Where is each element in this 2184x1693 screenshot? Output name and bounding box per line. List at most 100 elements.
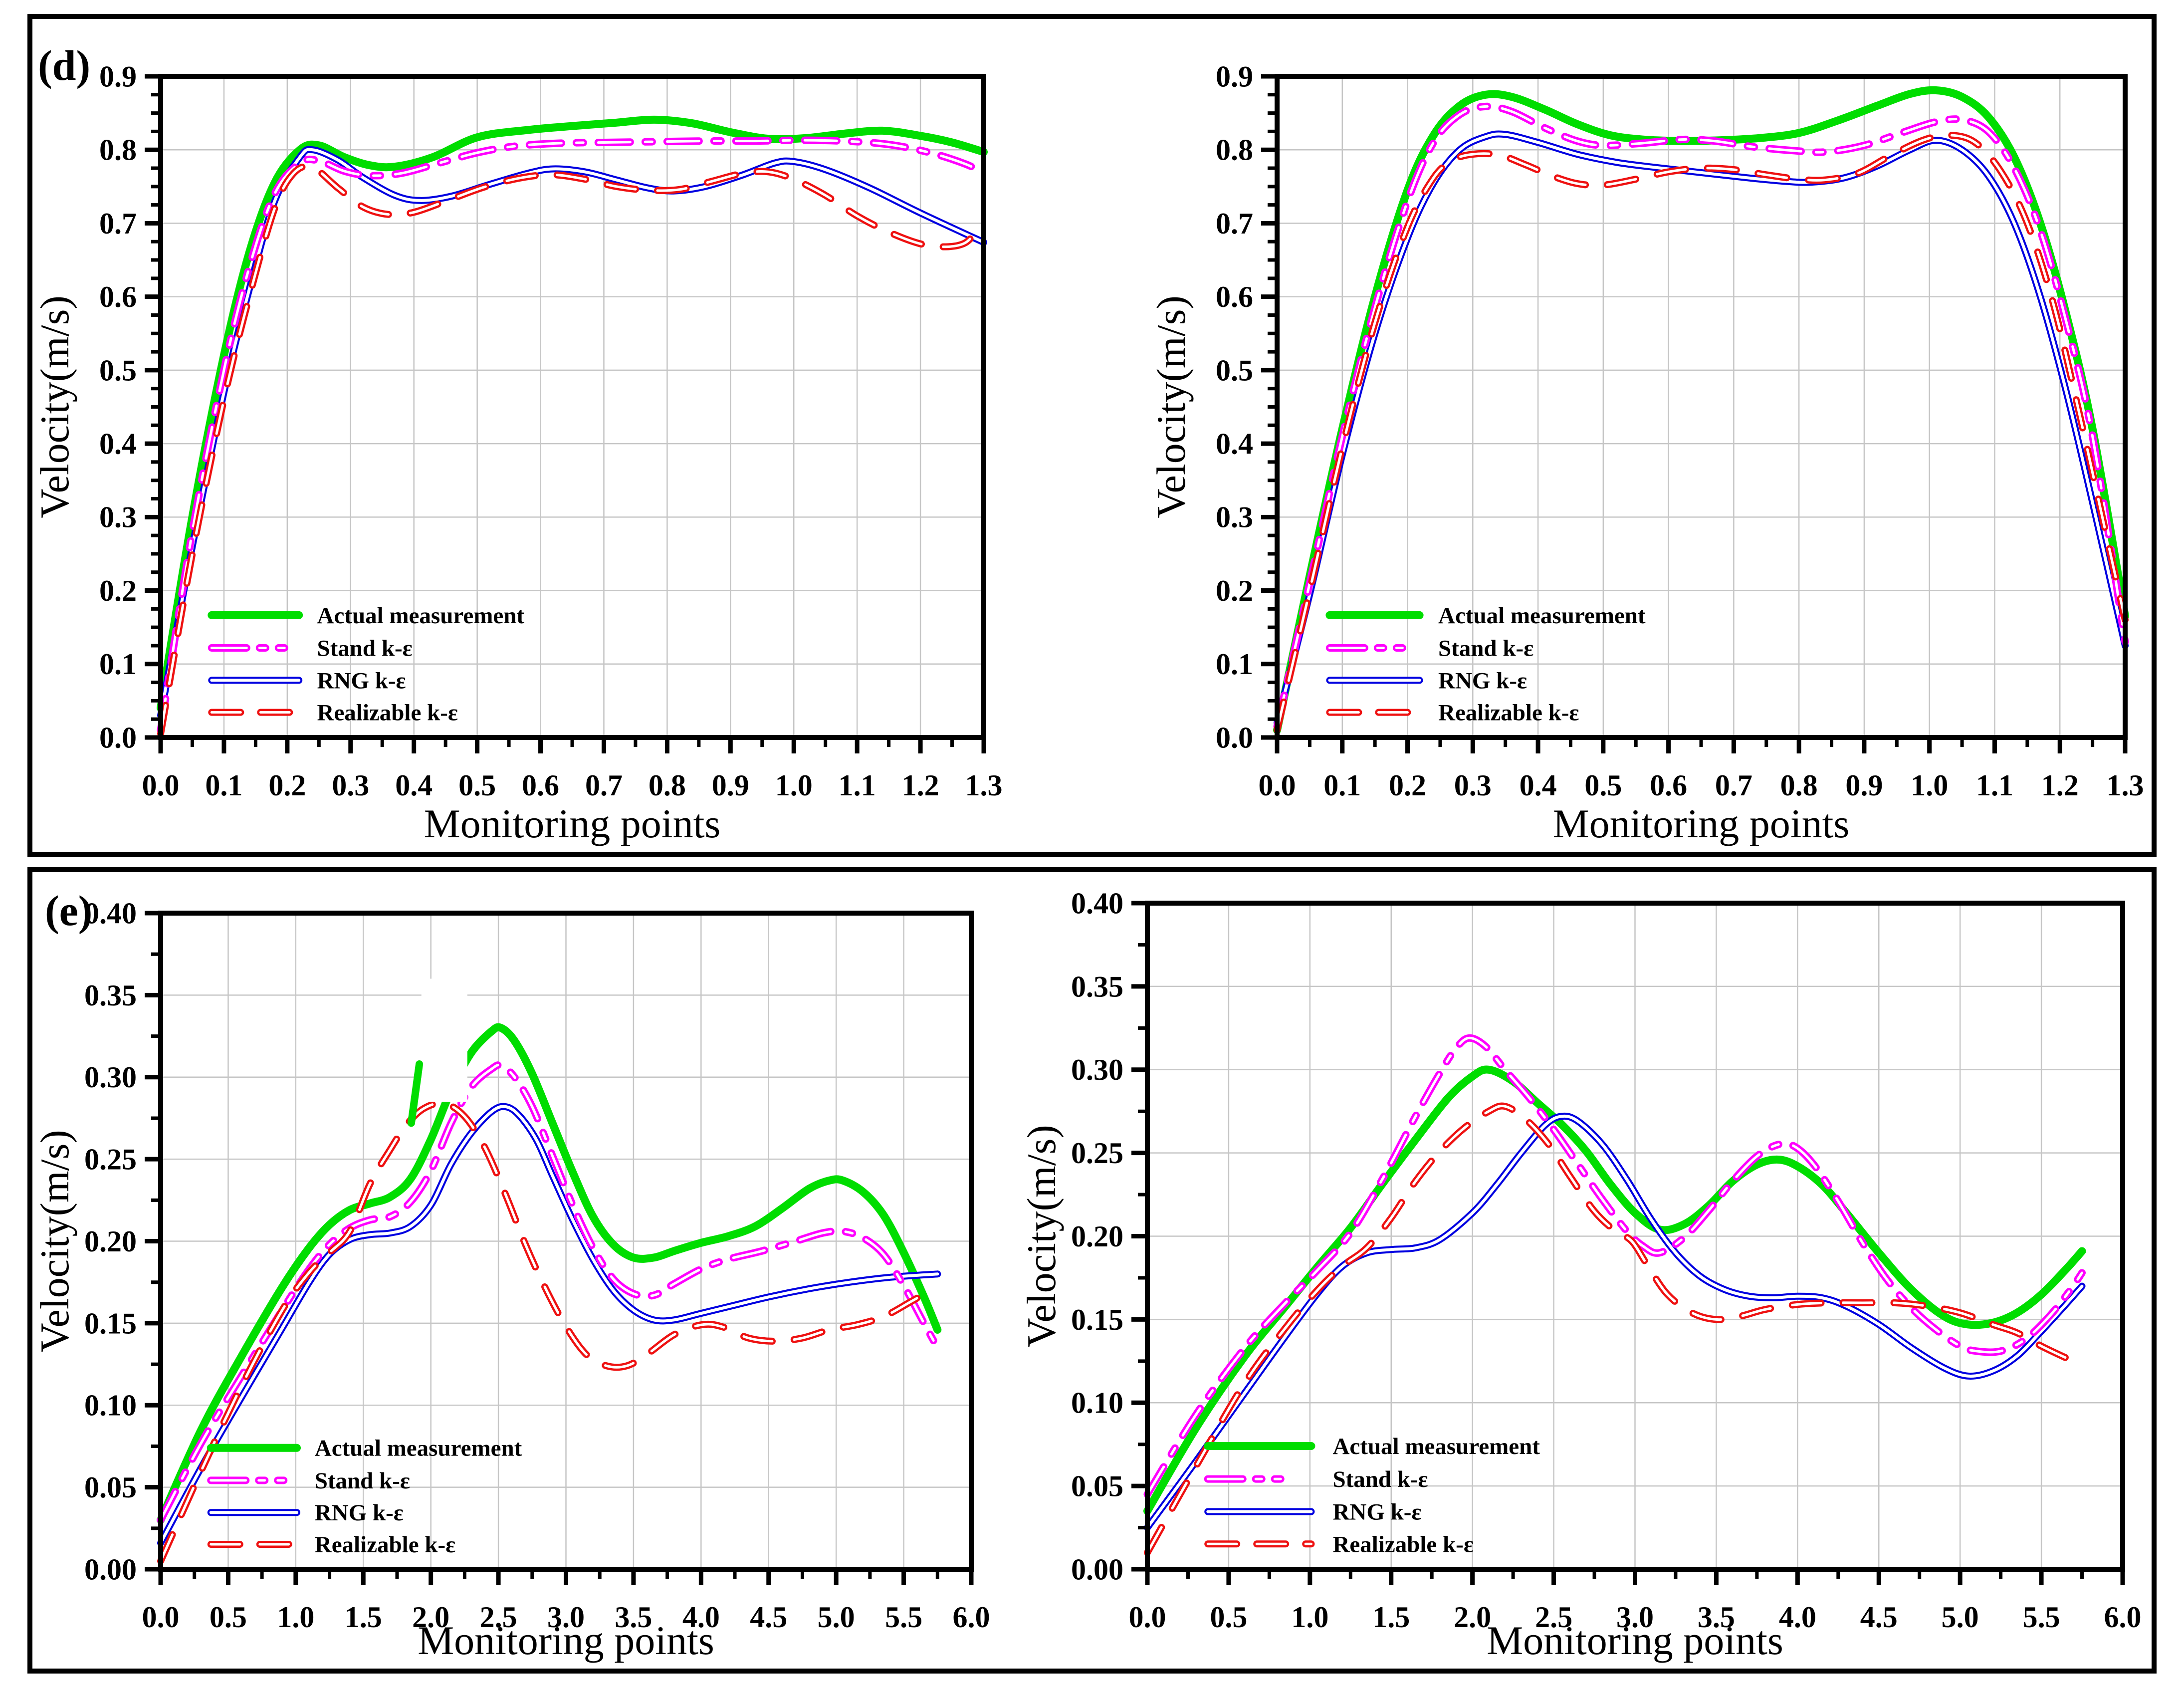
legend-label-stand-k: Stand k-ε bbox=[315, 1468, 410, 1494]
legend-label-realizable-k: Realizable k-ε bbox=[1332, 1531, 1473, 1557]
x-tick-label: 0.1 bbox=[205, 769, 242, 802]
x-tick-label: 0.3 bbox=[1454, 769, 1492, 802]
chart-velocity-e-right: 0.0 0.5 1.0 1.5 2.0 2.5 3.0 3.5 4.0 4.5 5.0 5.5 6.0 M… bbox=[1019, 887, 2142, 1663]
x-tick-label: 0.5 bbox=[1210, 1601, 1247, 1634]
series-realizable-k bbox=[1274, 131, 2129, 734]
series-stand-k bbox=[157, 136, 988, 734]
x-tick-label: 0.7 bbox=[585, 769, 623, 802]
x-tick-label: 2.5 bbox=[480, 1601, 517, 1634]
x-tick-label: 0.4 bbox=[395, 769, 433, 802]
y-tick-label: 0.00 bbox=[84, 1553, 137, 1586]
y-tick-label: 0.15 bbox=[84, 1307, 137, 1340]
x-tick-label: 0.6 bbox=[522, 769, 559, 802]
y-axis-title: Velocity(m/s) bbox=[32, 1130, 77, 1352]
y-axis: 0.0 0.1 0.2 0.3 0.4 0.5 0.6 0.7 0.8 0.9 Velocity(m… bbox=[1148, 60, 1277, 754]
x-tick-label: 3.0 bbox=[547, 1601, 585, 1634]
y-tick-label: 0.40 bbox=[84, 897, 137, 930]
plot-area bbox=[157, 978, 942, 1565]
x-tick-label: 1.0 bbox=[277, 1601, 314, 1634]
x-axis-title: Monitoring points bbox=[418, 1618, 714, 1663]
y-tick-label: 0.7 bbox=[99, 207, 137, 240]
x-tick-label: 1.5 bbox=[345, 1601, 382, 1634]
x-tick-label: 4.0 bbox=[682, 1601, 720, 1634]
legend-label-rng-k: RNG k-ε bbox=[1438, 668, 1527, 694]
y-tick-label: 0.4 bbox=[1216, 428, 1253, 461]
y-tick-label: 0.8 bbox=[99, 134, 137, 167]
x-tick-label: 1.0 bbox=[1291, 1601, 1328, 1634]
x-tick-label: 0.4 bbox=[1520, 769, 1557, 802]
plot-patch bbox=[421, 978, 467, 1102]
x-tick-label: 5.5 bbox=[885, 1601, 922, 1634]
x-tick-label: 1.0 bbox=[775, 769, 813, 802]
x-tick-label: 1.2 bbox=[902, 769, 939, 802]
y-tick-label: 0.25 bbox=[1071, 1137, 1123, 1170]
legend-label-realizable-k: Realizable k-ε bbox=[1438, 700, 1579, 726]
y-tick-label: 0.10 bbox=[84, 1389, 137, 1422]
grid bbox=[1147, 903, 2123, 1569]
chart-velocity-d-left: 0.0 0.1 0.2 0.3 0.4 0.5 0.6 0.7 0.8 0.9 1.0 1.1 1.2 1… bbox=[32, 60, 1003, 846]
legend-label-realizable-k: Realizable k-ε bbox=[315, 1532, 455, 1558]
legend: Actual measurement Stand k-ε RNG k-ε Realiz… bbox=[207, 1436, 522, 1558]
legend-label-actual-measurement: Actual measurement bbox=[315, 1436, 522, 1461]
series-realizable-k bbox=[157, 1099, 937, 1565]
y-tick-label: 0.8 bbox=[1216, 134, 1253, 167]
x-tick-label: 2.0 bbox=[412, 1601, 449, 1634]
panel-label-e: (e) bbox=[45, 887, 93, 935]
x-tick-label: 0.9 bbox=[712, 769, 749, 802]
series-rng-k bbox=[157, 146, 987, 719]
x-tick-label: 2.0 bbox=[1454, 1601, 1491, 1634]
x-axis: 0.0 0.1 0.2 0.3 0.4 0.5 0.6 0.7 0.8 0.9 1.0 1.1 1.2 1… bbox=[142, 737, 1003, 846]
x-tick-label: 1.3 bbox=[965, 769, 1003, 802]
legend-label-rng-k: RNG k-ε bbox=[1332, 1499, 1421, 1525]
legend-label-actual-measurement: Actual measurement bbox=[1438, 603, 1646, 629]
series-rng-k bbox=[157, 1103, 941, 1547]
legend: Actual measurement Stand k-ε RNG k-ε Realiz… bbox=[1204, 1434, 1540, 1557]
x-axis: 0.0 0.5 1.0 1.5 2.0 2.5 3.0 3.5 4.0 4.5 5.0 5.5 6.0 M… bbox=[142, 1569, 990, 1663]
x-tick-label: 0.2 bbox=[268, 769, 306, 802]
series-rng-k bbox=[1144, 1112, 2086, 1531]
y-axis-title: Velocity(m/s) bbox=[1148, 295, 1194, 518]
x-tick-label: 1.0 bbox=[1911, 769, 1948, 802]
legend-label-rng-k: RNG k-ε bbox=[317, 668, 406, 694]
y-tick-label: 0.15 bbox=[1071, 1303, 1123, 1336]
x-tick-label: 4.0 bbox=[1779, 1601, 1816, 1634]
x-tick-label: 0.0 bbox=[142, 769, 180, 802]
x-axis-title: Monitoring points bbox=[1487, 1618, 1783, 1663]
x-tick-label: 1.1 bbox=[1976, 769, 2013, 802]
series-realizable-k bbox=[1144, 1102, 2081, 1556]
y-tick-label: 0.30 bbox=[84, 1061, 137, 1094]
plot-area bbox=[157, 115, 988, 737]
x-tick-label: 4.5 bbox=[1860, 1601, 1898, 1634]
y-axis: 0.0 0.1 0.2 0.3 0.4 0.5 0.6 0.7 0.8 0.9 Velocity(m… bbox=[32, 60, 161, 754]
x-axis-title: Monitoring points bbox=[1553, 801, 1850, 846]
y-tick-label: 0.2 bbox=[99, 574, 137, 607]
y-tick-label: 0.40 bbox=[1071, 887, 1123, 920]
legend: Actual measurement Stand k-ε RNG k-ε Realiz… bbox=[208, 603, 525, 726]
series-stand-k bbox=[157, 1061, 941, 1524]
legend-label-realizable-k: Realizable k-ε bbox=[317, 700, 458, 726]
x-tick-label: 3.0 bbox=[1616, 1601, 1654, 1634]
x-tick-label: 1.2 bbox=[2041, 769, 2079, 802]
y-tick-label: 0.20 bbox=[84, 1225, 137, 1258]
y-tick-label: 0.25 bbox=[84, 1143, 137, 1176]
x-tick-label: 0.0 bbox=[1259, 769, 1296, 802]
x-tick-label: 1.1 bbox=[839, 769, 876, 802]
x-tick-label: 3.5 bbox=[615, 1601, 652, 1634]
y-tick-label: 0.1 bbox=[1216, 648, 1253, 681]
x-tick-label: 1.3 bbox=[2107, 769, 2144, 802]
y-tick-label: 0.9 bbox=[99, 60, 137, 93]
series-realizable-k bbox=[157, 163, 981, 737]
y-tick-label: 0.3 bbox=[1216, 501, 1253, 534]
y-tick-label: 0.5 bbox=[99, 354, 137, 387]
y-tick-label: 0.5 bbox=[1216, 354, 1253, 387]
panel-e bbox=[27, 867, 2157, 1674]
y-tick-label: 0.10 bbox=[1071, 1387, 1123, 1420]
series-actual-measurement bbox=[157, 1023, 942, 1524]
y-tick-label: 0.4 bbox=[99, 428, 137, 461]
grid bbox=[161, 76, 984, 737]
x-tick-label: 6.0 bbox=[953, 1601, 990, 1634]
x-tick-label: 0.1 bbox=[1323, 769, 1361, 802]
legend-label-actual-measurement: Actual measurement bbox=[317, 603, 525, 629]
x-axis: 0.0 0.5 1.0 1.5 2.0 2.5 3.0 3.5 4.0 4.5 5.0 5.5 6.0 M… bbox=[1129, 1569, 2142, 1663]
x-tick-label: 0.6 bbox=[1650, 769, 1687, 802]
